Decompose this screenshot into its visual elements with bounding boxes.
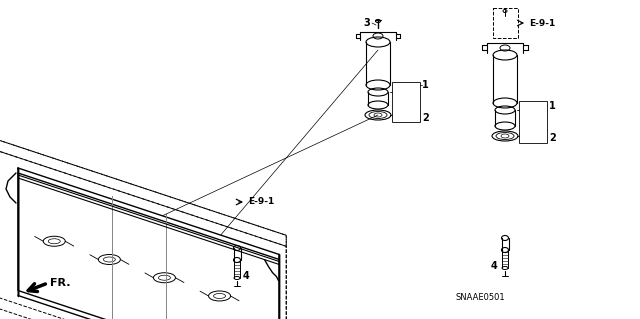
Text: 1: 1 xyxy=(422,80,429,90)
Text: FR.: FR. xyxy=(50,278,70,288)
Text: 4: 4 xyxy=(243,271,250,281)
Bar xyxy=(519,101,547,143)
Text: 3: 3 xyxy=(364,18,370,28)
Bar xyxy=(392,82,420,122)
Text: 2: 2 xyxy=(422,113,429,123)
Text: SNAAE0501: SNAAE0501 xyxy=(455,293,505,302)
Text: E-9-1: E-9-1 xyxy=(248,197,275,206)
Text: 1: 1 xyxy=(549,101,556,111)
Text: 2: 2 xyxy=(549,133,556,143)
Text: 4: 4 xyxy=(491,261,498,271)
Text: E-9-1: E-9-1 xyxy=(529,19,556,27)
Bar xyxy=(493,8,518,38)
